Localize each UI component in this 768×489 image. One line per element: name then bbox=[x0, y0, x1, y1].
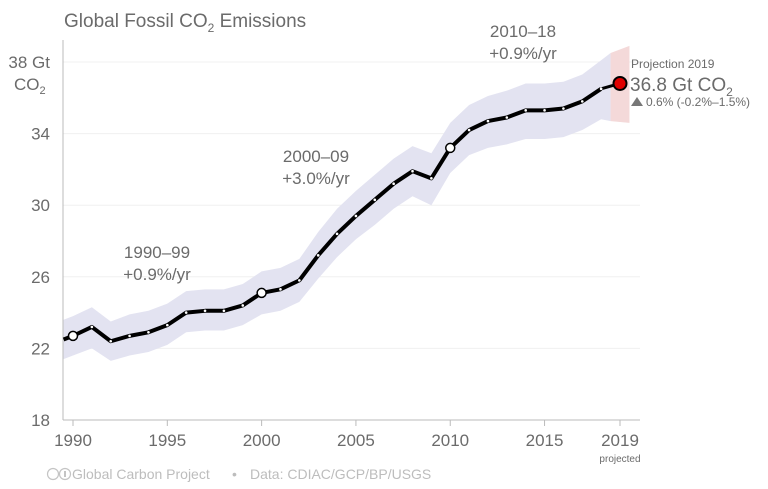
data-point bbox=[109, 339, 113, 343]
y-tick-label: 30 bbox=[31, 196, 50, 215]
data-point bbox=[599, 87, 603, 91]
data-point bbox=[166, 323, 169, 327]
y-axis-label-gas: CO2 bbox=[14, 75, 46, 97]
x-tick-note: projected bbox=[599, 454, 640, 465]
svg-text:Projection 2019: Projection 2019 bbox=[631, 57, 715, 71]
y-axis-label-unit: 38 Gt bbox=[8, 53, 50, 72]
creative-commons-icon bbox=[46, 467, 72, 481]
data-point bbox=[241, 304, 245, 307]
data-point bbox=[279, 288, 282, 291]
data-point bbox=[354, 214, 358, 218]
svg-text:+0.9%/yr: +0.9%/yr bbox=[123, 265, 191, 284]
x-tick-label: 2019 bbox=[601, 431, 639, 450]
x-tick-label: 2015 bbox=[526, 431, 564, 450]
x-tick-label: 1995 bbox=[148, 431, 186, 450]
svg-text:36.8 Gt CO2: 36.8 Gt CO2 bbox=[630, 75, 733, 99]
projection-point bbox=[612, 75, 628, 91]
data-point bbox=[373, 198, 377, 202]
data-point bbox=[524, 109, 527, 112]
annotation-1990s: 1990–99 +0.9%/yr bbox=[123, 243, 191, 284]
svg-text:1990–99: 1990–99 bbox=[124, 243, 190, 262]
data-point bbox=[467, 128, 471, 132]
data-point bbox=[335, 232, 339, 236]
annotation-2000s: 2000–09 +3.0%/yr bbox=[282, 147, 350, 188]
svg-text:0.6% (-0.2%–1.5%): 0.6% (-0.2%–1.5%) bbox=[646, 95, 750, 109]
x-tick-label: 2010 bbox=[431, 431, 469, 450]
annotation-2010s: 2010–18 +0.9%/yr bbox=[489, 22, 557, 63]
data-point bbox=[90, 325, 94, 329]
footer-separator: • bbox=[232, 466, 237, 482]
svg-text:+0.9%/yr: +0.9%/yr bbox=[489, 44, 557, 63]
projection-label: Projection 2019 36.8 Gt CO2 0.6% (-0.2%–… bbox=[630, 57, 750, 109]
x-tick-label: 1990 bbox=[54, 431, 92, 450]
y-tick-label: 18 bbox=[31, 411, 50, 430]
highlight-point bbox=[444, 142, 456, 154]
footer-source: Data: CDIAC/GCP/BP/USGS bbox=[250, 466, 431, 482]
data-point bbox=[184, 311, 188, 314]
data-point bbox=[147, 330, 150, 334]
y-tick-label: 22 bbox=[31, 339, 50, 358]
data-point bbox=[392, 182, 395, 186]
svg-text:2010–18: 2010–18 bbox=[490, 22, 556, 41]
data-point bbox=[486, 119, 490, 123]
uncertainty-band bbox=[63, 53, 611, 361]
y-tick-label: 26 bbox=[31, 268, 50, 287]
data-point bbox=[411, 169, 414, 173]
data-point bbox=[562, 107, 565, 110]
chart-title: Global Fossil CO2 Emissions bbox=[64, 11, 306, 35]
data-point bbox=[222, 309, 226, 313]
data-point bbox=[543, 109, 546, 112]
data-point bbox=[203, 309, 207, 313]
highlight-point bbox=[67, 330, 79, 342]
data-point bbox=[316, 254, 320, 257]
y-tick-label: 34 bbox=[31, 125, 50, 144]
data-point bbox=[298, 279, 301, 282]
data-point bbox=[128, 334, 131, 338]
data-point bbox=[505, 116, 509, 119]
x-tick-label: 2005 bbox=[337, 431, 375, 450]
triangle-up-icon bbox=[631, 97, 643, 106]
highlight-point bbox=[256, 287, 267, 299]
svg-text:+3.0%/yr: +3.0%/yr bbox=[282, 169, 350, 188]
data-point bbox=[580, 100, 584, 103]
footer-org: Global Carbon Project bbox=[72, 466, 210, 482]
data-point bbox=[430, 177, 433, 180]
emissions-line bbox=[62, 87, 603, 344]
x-tick-label: 2000 bbox=[243, 431, 281, 450]
svg-text:2000–09: 2000–09 bbox=[283, 147, 349, 166]
footer: Global Carbon Project • Data: CDIAC/GCP/… bbox=[46, 466, 431, 482]
